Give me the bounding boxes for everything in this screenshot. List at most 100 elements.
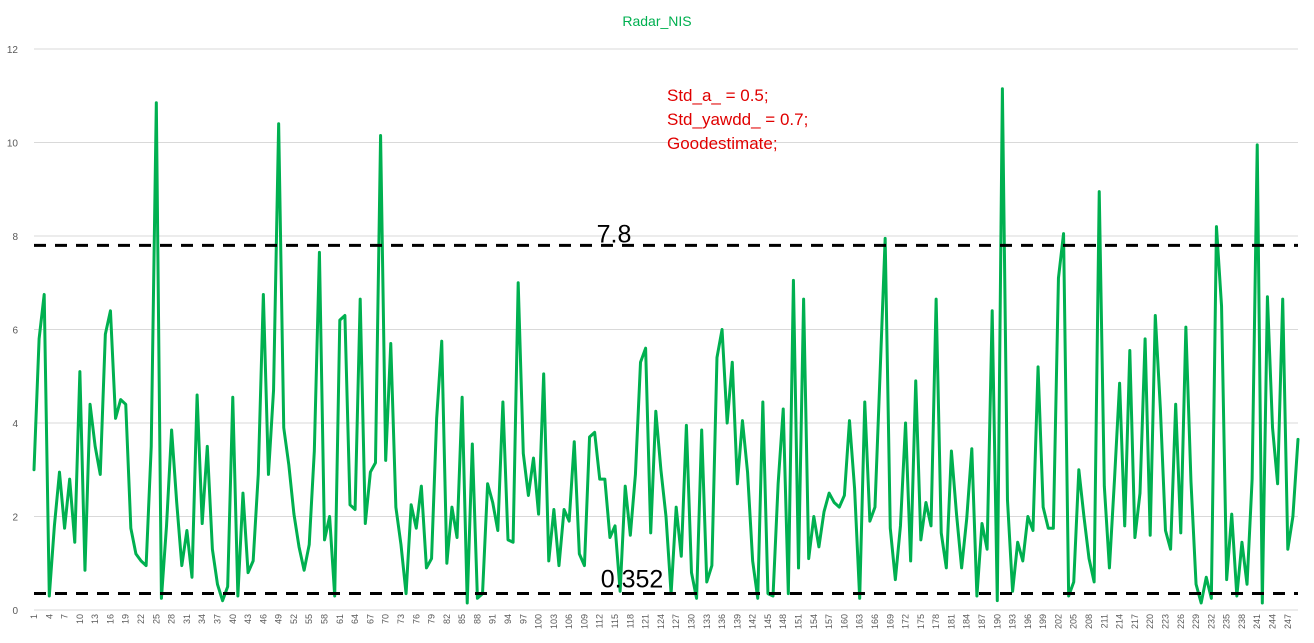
x-tick-label: 46 xyxy=(258,614,268,624)
x-tick-label: 196 xyxy=(1023,614,1033,629)
x-tick-label: 157 xyxy=(824,614,834,629)
x-tick-label: 43 xyxy=(243,614,253,624)
x-tick-label: 148 xyxy=(778,614,788,629)
x-tick-label: 235 xyxy=(1222,614,1232,629)
x-tick-label: 205 xyxy=(1069,614,1079,629)
y-tick-label: 2 xyxy=(12,513,18,524)
x-tick-label: 199 xyxy=(1038,614,1048,629)
x-tick-label: 49 xyxy=(274,614,284,624)
x-tick-label: 145 xyxy=(763,614,773,629)
x-tick-label: 97 xyxy=(518,614,528,624)
x-tick-label: 79 xyxy=(427,614,437,624)
x-tick-label: 130 xyxy=(686,614,696,629)
x-tick-label: 37 xyxy=(212,614,222,624)
x-tick-label: 88 xyxy=(472,614,482,624)
chart-title: Radar_NIS xyxy=(622,13,691,29)
x-tick-label: 13 xyxy=(90,614,100,624)
x-tick-label: 193 xyxy=(1008,614,1018,629)
x-tick-label: 238 xyxy=(1237,614,1247,629)
x-tick-label: 52 xyxy=(289,614,299,624)
x-tick-label: 109 xyxy=(579,614,589,629)
x-tick-label: 112 xyxy=(595,614,605,628)
upper-threshold-label: 7.8 xyxy=(597,220,632,248)
x-tick-label: 133 xyxy=(702,614,712,629)
x-tick-label: 169 xyxy=(885,614,895,629)
x-tick-label: 76 xyxy=(411,614,421,624)
parameter-note: Std_a_ = 0.5; Std_yawdd_ = 0.7; Goodesti… xyxy=(667,86,809,154)
x-tick-label: 73 xyxy=(396,614,406,624)
x-tick-label: 178 xyxy=(931,614,941,629)
x-tick-label: 175 xyxy=(916,614,926,629)
x-tick-label: 127 xyxy=(671,614,681,629)
x-tick-label: 166 xyxy=(870,614,880,629)
x-tick-label: 211 xyxy=(1099,614,1109,628)
x-tick-label: 139 xyxy=(732,614,742,629)
x-tick-label: 181 xyxy=(946,614,956,629)
x-tick-label: 22 xyxy=(136,614,146,624)
x-tick-label: 91 xyxy=(488,614,498,624)
x-tick-label: 244 xyxy=(1268,614,1278,629)
x-tick-label: 121 xyxy=(641,614,651,629)
x-tick-label: 217 xyxy=(1130,614,1140,629)
lower-threshold-label: 0.352 xyxy=(601,566,664,594)
x-tick-label: 4 xyxy=(44,614,54,619)
x-tick-label: 124 xyxy=(656,614,666,629)
x-tick-label: 31 xyxy=(182,614,192,624)
y-tick-label: 6 xyxy=(12,326,18,337)
x-tick-label: 10 xyxy=(75,614,85,624)
x-tick-label: 151 xyxy=(794,614,804,629)
x-tick-label: 202 xyxy=(1053,614,1063,629)
note-line-std-yawdd: Std_yawdd_ = 0.7; xyxy=(667,110,808,129)
x-tick-label: 160 xyxy=(839,614,849,629)
x-tick-label: 94 xyxy=(503,614,513,624)
x-tick-label: 61 xyxy=(335,614,345,624)
note-line-std-a: Std_a_ = 0.5; xyxy=(667,86,769,105)
x-tick-label: 232 xyxy=(1206,614,1216,629)
x-tick-label: 55 xyxy=(304,614,314,624)
x-tick-label: 187 xyxy=(977,614,987,629)
x-tick-label: 19 xyxy=(121,614,131,624)
x-tick-label: 208 xyxy=(1084,614,1094,629)
x-tick-label: 214 xyxy=(1115,614,1125,629)
x-tick-label: 7 xyxy=(60,614,70,619)
x-tick-label: 40 xyxy=(228,614,238,624)
note-line-estimate: Goodestimate; xyxy=(667,134,778,153)
x-tick-label: 154 xyxy=(809,614,819,629)
x-tick-label: 163 xyxy=(855,614,865,629)
x-axis: 1 4 7 10 13 16 19 22 25 28 31 34 37 40 43 46 49 52 55 58 61 6… xyxy=(29,614,1293,629)
x-tick-label: 85 xyxy=(457,614,467,624)
x-tick-label: 220 xyxy=(1145,614,1155,629)
x-tick-label: 100 xyxy=(534,614,544,629)
x-tick-label: 184 xyxy=(962,614,972,629)
y-tick-label: 0 xyxy=(12,606,18,617)
x-tick-label: 25 xyxy=(151,614,161,624)
x-tick-label: 28 xyxy=(167,614,177,624)
x-tick-label: 226 xyxy=(1176,614,1186,629)
x-tick-label: 58 xyxy=(320,614,330,624)
x-tick-label: 247 xyxy=(1283,614,1293,629)
x-tick-label: 136 xyxy=(717,614,727,629)
x-tick-label: 241 xyxy=(1252,614,1262,629)
x-tick-label: 34 xyxy=(197,614,207,624)
x-tick-label: 1 xyxy=(29,614,39,619)
x-tick-label: 70 xyxy=(381,614,391,624)
y-tick-label: 4 xyxy=(12,419,18,430)
x-tick-label: 16 xyxy=(105,614,115,624)
y-axis: 0 2 4 6 8 10 12 xyxy=(7,45,19,617)
x-tick-label: 115 xyxy=(610,614,620,628)
x-tick-label: 118 xyxy=(625,614,635,628)
x-tick-label: 67 xyxy=(365,614,375,624)
x-tick-label: 64 xyxy=(350,614,360,624)
x-tick-label: 229 xyxy=(1191,614,1201,629)
x-tick-label: 172 xyxy=(901,614,911,629)
series-line xyxy=(32,87,1300,605)
x-tick-label: 142 xyxy=(748,614,758,629)
x-tick-label: 82 xyxy=(442,614,452,624)
x-tick-label: 103 xyxy=(549,614,559,629)
y-tick-label: 12 xyxy=(7,45,19,56)
y-tick-label: 8 xyxy=(12,232,18,243)
x-tick-label: 106 xyxy=(564,614,574,629)
y-tick-label: 10 xyxy=(7,139,19,150)
x-tick-label: 223 xyxy=(1160,614,1170,629)
x-tick-label: 190 xyxy=(992,614,1002,629)
